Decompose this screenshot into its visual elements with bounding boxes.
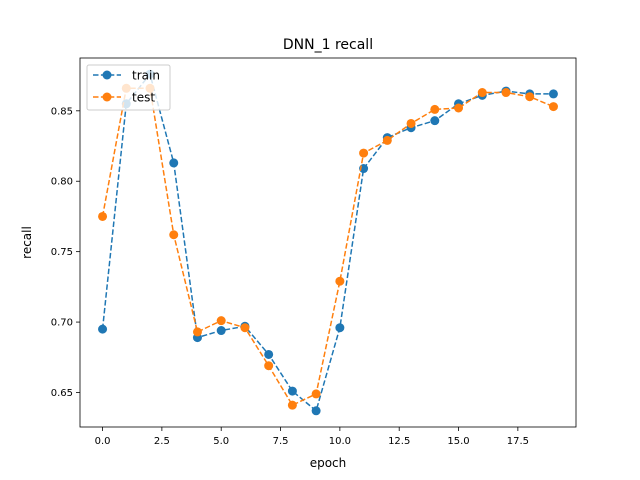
data-point-test <box>359 148 369 158</box>
y-tick-label: 0.70 <box>51 318 73 329</box>
x-tick-label: 17.5 <box>507 436 529 447</box>
legend-marker-test <box>102 92 112 102</box>
y-axis-label: recall <box>20 226 34 259</box>
data-point-train <box>264 349 274 359</box>
data-point-train <box>335 323 345 333</box>
y-tick-label: 0.80 <box>51 177 73 188</box>
data-point-test <box>454 103 464 113</box>
data-point-test <box>192 327 202 337</box>
data-point-test <box>548 102 558 112</box>
data-point-test <box>430 104 440 114</box>
data-point-test <box>311 389 321 399</box>
x-tick-label: 5.0 <box>213 436 229 447</box>
y-tick-label: 0.85 <box>51 106 73 117</box>
axis-ticks: 0.0 2.5 5.0 7.5 10.0 12.5 15.0 17.5 0.65 0.70 0.75… <box>51 106 529 447</box>
y-tick-label: 0.75 <box>51 247 73 258</box>
data-point-test <box>406 118 416 128</box>
data-point-train <box>311 406 321 416</box>
data-point-test <box>382 135 392 145</box>
x-tick-label: 15.0 <box>447 436 469 447</box>
data-point-test <box>240 323 250 333</box>
legend-label-train: train <box>132 69 160 83</box>
data-point-test <box>501 88 511 98</box>
plot-area <box>98 69 558 416</box>
data-point-test <box>287 400 297 410</box>
x-axis-label: epoch <box>310 456 347 470</box>
data-point-test <box>335 276 345 286</box>
chart-title: DNN_1 recall <box>283 37 373 53</box>
legend-marker-train <box>102 70 112 80</box>
data-point-train <box>548 89 558 99</box>
data-point-test <box>525 92 535 102</box>
x-tick-label: 12.5 <box>388 436 410 447</box>
data-point-train <box>169 158 179 168</box>
data-point-test <box>216 316 226 326</box>
x-tick-label: 7.5 <box>273 436 289 447</box>
y-tick-label: 0.65 <box>51 388 73 399</box>
axes-frame <box>79 57 577 428</box>
x-tick-label: 0.0 <box>95 436 111 447</box>
data-point-train <box>216 326 226 336</box>
data-point-train <box>98 324 108 334</box>
data-point-train <box>430 116 440 126</box>
legend-label-test: test <box>132 91 155 105</box>
data-point-test <box>98 211 108 221</box>
data-point-test <box>477 88 487 98</box>
x-tick-label: 2.5 <box>154 436 170 447</box>
x-tick-label: 10.0 <box>329 436 351 447</box>
data-point-test <box>169 230 179 240</box>
series-line-test <box>101 87 554 407</box>
data-point-train <box>287 386 297 396</box>
legend: train test <box>86 64 171 111</box>
data-point-test <box>264 361 274 371</box>
